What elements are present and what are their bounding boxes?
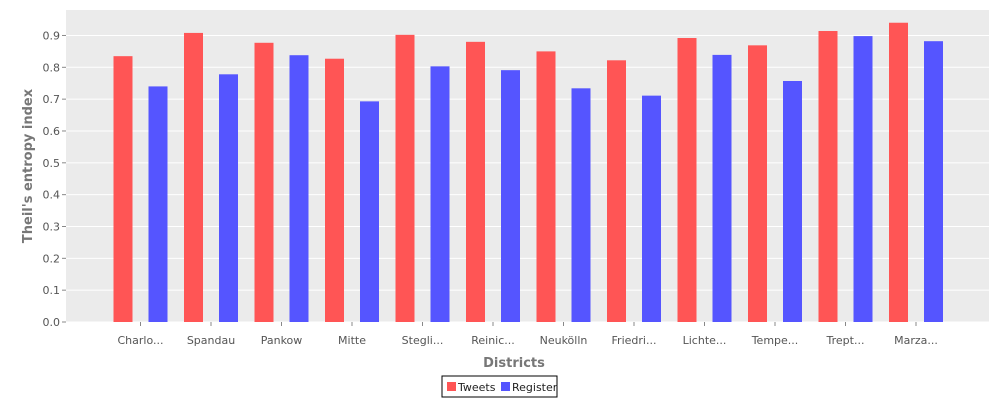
bar-register [853, 36, 873, 323]
y-tick-label: 0.7 [43, 93, 61, 106]
bar-tweets [889, 22, 908, 323]
bar-register [712, 54, 732, 322]
bar-tweets [113, 56, 133, 322]
bar-register [289, 55, 309, 323]
bar-tweets [677, 38, 697, 322]
legend-label-register: Register [512, 381, 558, 394]
bar-register [642, 95, 661, 323]
bars [113, 22, 943, 323]
y-tick-label: 0.2 [43, 252, 61, 265]
bar-tweets [536, 51, 556, 322]
x-tick-label: Charlo... [118, 334, 164, 347]
y-axis-title: Theil's entropy index [21, 88, 36, 243]
y-tick-label: 0.6 [43, 125, 61, 138]
legend-swatch-register [501, 382, 510, 391]
x-tick-label: Pankow [261, 334, 303, 347]
bar-tweets [607, 60, 626, 323]
bar-tweets [254, 42, 274, 322]
y-tick-label: 0.5 [43, 157, 61, 170]
x-tick-label: Spandau [187, 334, 235, 347]
y-tick-label: 0.4 [43, 189, 61, 202]
y-tick-label: 0.1 [43, 284, 61, 297]
bar-register [360, 101, 379, 322]
x-tick-label: Reinic... [471, 334, 515, 347]
bar-tweets [325, 58, 344, 322]
bar-register [783, 80, 802, 323]
y-tick-label: 0.9 [43, 29, 61, 42]
bar-tweets [466, 41, 485, 323]
bar-register [430, 66, 450, 323]
y-tick-label: 0.8 [43, 61, 61, 74]
legend: Tweets Register [441, 375, 558, 398]
bar-register [924, 41, 943, 322]
x-tick-label: Tempe... [751, 334, 799, 347]
bar-tweets [748, 45, 767, 322]
legend-box [441, 375, 558, 398]
x-axis: Charlo... Spandau Pankow Mitte Stegli... Rein… [118, 322, 938, 347]
legend-label-tweets: Tweets [457, 381, 496, 394]
bar-register [501, 70, 520, 323]
x-tick-label: Trept... [826, 334, 865, 347]
x-tick-label: Lichte... [683, 334, 727, 347]
x-tick-label: Marza... [894, 334, 938, 347]
y-tick-label: 0.3 [43, 220, 61, 233]
x-tick-label: Friedri... [612, 334, 657, 347]
bar-register [571, 88, 591, 323]
y-axis: 0.0 0.1 0.2 0.3 0.4 0.5 0.6 0.7 0.8 0.9 [43, 29, 66, 329]
plot-area [66, 10, 989, 322]
x-tick-label: Neukölln [540, 334, 588, 347]
bar-tweets [395, 34, 415, 323]
bar-tweets [818, 31, 838, 323]
x-axis-title: Districts [483, 356, 545, 371]
bar-register [219, 74, 238, 322]
bar-register [148, 86, 168, 322]
x-tick-label: Mitte [338, 334, 366, 347]
x-tick-label: Stegli... [402, 334, 444, 347]
y-tick-label: 0.0 [43, 316, 61, 329]
legend-swatch-tweets [447, 382, 456, 391]
bar-tweets [184, 32, 203, 322]
